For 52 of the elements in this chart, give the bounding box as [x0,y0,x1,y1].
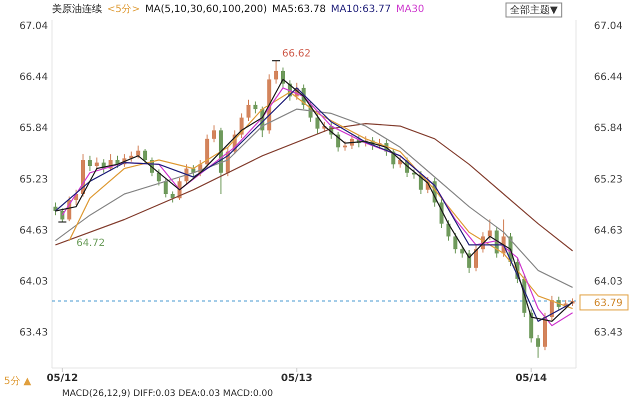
candlestick [336,132,340,152]
y-tick-label: 67.04 [19,21,48,32]
candlestick [453,232,458,254]
text: MACD(26,12,9) DIFF:0.03 DEA:0.03 MACD:0.00 [62,389,274,399]
text: MA30 [396,4,424,15]
line-series [54,123,574,252]
x-tick-label: 05/13 [281,373,313,384]
y2-tick-label: 65.84 [594,122,623,134]
candlestick [143,148,148,164]
candlestick [253,100,258,114]
text: 5分 ▲ [4,375,32,387]
y2-tick-label: 63.43 [594,328,623,338]
ref-line-label: 63.79 [594,298,623,309]
annotation: 64.72 [76,238,105,250]
y2-tick-label: 64.63 [594,226,623,237]
y-tick-label: 65.84 [19,122,48,134]
candlestick [398,155,402,168]
y2-tick-label: 65.23 [594,174,623,186]
candlestick [474,244,478,272]
legend-title: MA(5,10,30,60,100,200) [145,4,268,15]
candlestick [88,155,92,172]
candlestick [460,245,464,258]
line-series [54,108,574,288]
candlestick [170,190,175,203]
y-tick-label: 64.63 [19,226,48,237]
candlestick [212,124,216,143]
annotation: 66.62 [282,48,311,60]
chart-subtitle: <5分> [107,3,140,15]
y-tick-label: 63.43 [19,328,48,338]
candlestick [136,145,140,159]
text: MA5:63.78 [272,4,326,15]
candlestick [315,114,320,134]
candlestick [246,99,250,122]
chart-title: 美原油连续 [52,3,102,15]
x-tick-label: 05/14 [515,373,547,384]
candlestick [94,157,99,171]
candlestick [164,178,168,198]
y2-tick-label: 64.03 [594,276,623,288]
text: MA10:63.77 [330,4,392,15]
candlestick [446,220,450,242]
y-tick-label: 66.44 [19,72,48,84]
candlestick [536,334,540,358]
candlestick [343,140,348,152]
candlestick [156,168,161,186]
y-tick-label: 65.23 [19,174,48,186]
candlestick [488,218,492,240]
text: 全部主题▼ [510,4,558,16]
y2-tick-label: 66.44 [594,72,623,84]
y-tick-label: 64.03 [19,276,48,288]
y2-tick-label: 67.04 [594,21,623,32]
candlestick [274,60,278,84]
x-tick-label: 05/12 [46,373,78,384]
